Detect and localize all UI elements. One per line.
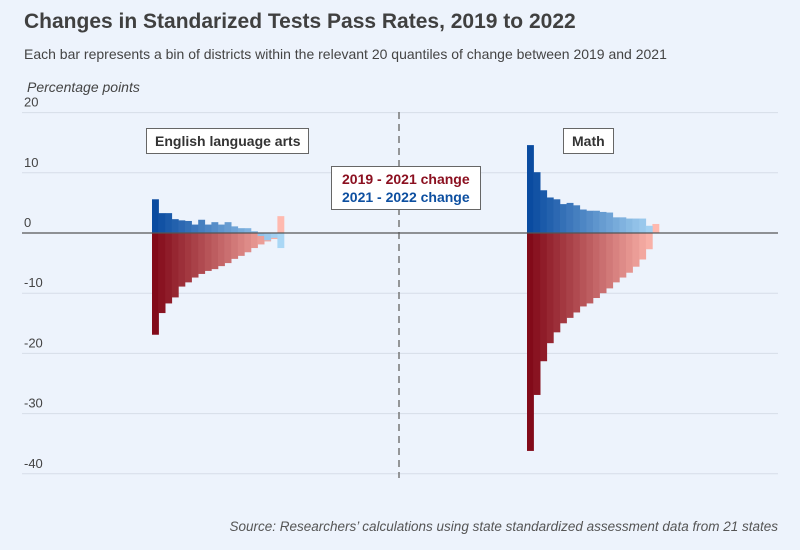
y-axis-label: Percentage points <box>27 79 140 95</box>
bar-math-2019-2021 <box>527 233 534 451</box>
bar-ela-2021-2022 <box>264 233 272 241</box>
bar-math-2019-2021 <box>612 233 620 283</box>
bar-ela-2021-2022 <box>204 224 212 233</box>
bar-ela-2021-2022 <box>237 228 245 233</box>
bar-math-2021-2022 <box>593 210 600 233</box>
bar-math-2021-2022 <box>599 211 607 233</box>
bar-math-2019-2021 <box>619 233 627 278</box>
bar-ela-2019-2021 <box>191 233 199 278</box>
bar-ela-2021-2022 <box>211 222 219 233</box>
panel-label-ela: English language arts <box>146 128 310 154</box>
bar-math-2019-2021 <box>593 233 600 299</box>
bar-ela-2021-2022 <box>244 228 252 233</box>
bar-math-2021-2022 <box>639 218 647 233</box>
bar-math-2021-2022 <box>573 205 581 233</box>
bar-math-2021-2022 <box>566 202 574 233</box>
bar-ela-2019-2021 <box>224 233 232 264</box>
bar-ela-2021-2022 <box>270 233 278 238</box>
y-tick-label: 10 <box>24 155 38 170</box>
bar-ela-2019-2021 <box>277 216 285 233</box>
bar-ela-2019-2021 <box>158 233 166 314</box>
bar-math-2019-2021 <box>566 233 574 318</box>
legend: 2019 - 2021 change 2021 - 2022 change <box>331 166 481 210</box>
bar-math-2019-2021 <box>579 233 587 307</box>
bar-ela-2019-2021 <box>198 233 206 274</box>
bar-ela-2021-2022 <box>257 233 265 237</box>
y-tick-label: -30 <box>24 396 43 411</box>
bar-math-2021-2022 <box>527 145 534 233</box>
bar-math-2021-2022 <box>586 210 594 233</box>
bar-ela-2019-2021 <box>171 233 179 298</box>
bar-math-2019-2021 <box>553 233 561 333</box>
bar-ela-2019-2021 <box>218 233 225 267</box>
bar-ela-2021-2022 <box>152 199 159 233</box>
legend-item-2021-2022: 2021 - 2022 change <box>342 189 470 205</box>
bar-math-2019-2021 <box>573 233 581 313</box>
bar-ela-2021-2022 <box>218 224 225 233</box>
chart-title: Changes in Standarized Tests Pass Rates,… <box>24 10 576 33</box>
bar-math-2019-2021 <box>586 233 594 304</box>
bar-ela-2021-2022 <box>185 220 192 233</box>
bar-math-2019-2021 <box>652 223 660 233</box>
bar-ela-2019-2021 <box>237 233 245 256</box>
bar-ela-2021-2022 <box>165 213 173 233</box>
bar-math-2021-2022 <box>632 218 640 233</box>
bar-ela-2019-2021 <box>178 233 186 287</box>
bar-math-2019-2021 <box>560 233 567 324</box>
bar-math-2019-2021 <box>632 233 640 267</box>
y-tick-label: 0 <box>24 215 31 230</box>
bar-ela-2021-2022 <box>191 224 199 233</box>
bar-math-2019-2021 <box>639 233 647 260</box>
bar-math-2019-2021 <box>540 233 548 362</box>
bar-ela-2019-2021 <box>257 233 265 245</box>
bar-math-2019-2021 <box>645 233 653 250</box>
bar-ela-2021-2022 <box>224 222 232 233</box>
bar-math-2019-2021 <box>546 233 554 344</box>
bar-math-2021-2022 <box>626 218 633 233</box>
bar-math-2021-2022 <box>606 212 614 233</box>
bar-math-2021-2022 <box>560 204 567 233</box>
bar-math-2021-2022 <box>619 217 627 233</box>
bar-ela-2019-2021 <box>251 233 258 249</box>
bar-ela-2021-2022 <box>171 219 179 233</box>
bar-ela-2019-2021 <box>244 233 252 253</box>
bar-ela-2019-2021 <box>211 233 219 270</box>
y-tick-label: 20 <box>24 95 38 110</box>
bar-math-2021-2022 <box>553 199 561 233</box>
bar-ela-2021-2022 <box>198 219 206 233</box>
bar-ela-2019-2021 <box>204 233 212 271</box>
bar-ela-2019-2021 <box>231 233 239 259</box>
bar-math-2021-2022 <box>612 217 620 233</box>
bar-math-2019-2021 <box>606 233 614 289</box>
y-tick-label: -40 <box>24 456 43 471</box>
bar-ela-2019-2021 <box>165 233 173 304</box>
bar-ela-2021-2022 <box>277 233 285 249</box>
bar-ela-2021-2022 <box>178 220 186 233</box>
bar-math-2019-2021 <box>626 233 633 273</box>
panel-label-math: Math <box>563 128 614 154</box>
bar-ela-2019-2021 <box>152 233 159 335</box>
bar-ela-2021-2022 <box>251 231 258 233</box>
y-tick-label: -20 <box>24 335 43 350</box>
legend-item-2019-2021: 2019 - 2021 change <box>342 171 470 187</box>
bar-ela-2019-2021 <box>185 233 192 283</box>
bar-math-2021-2022 <box>645 225 653 233</box>
bar-math-2019-2021 <box>533 233 541 395</box>
bar-math-2021-2022 <box>540 190 548 233</box>
bar-ela-2021-2022 <box>231 226 239 233</box>
y-tick-label: -10 <box>24 275 43 290</box>
source-note: Source: Researchers’ calculations using … <box>229 519 778 534</box>
bar-math-2021-2022 <box>533 172 541 233</box>
bar-math-2021-2022 <box>546 197 554 233</box>
bar-math-2021-2022 <box>579 209 587 233</box>
bar-ela-2021-2022 <box>158 213 166 233</box>
chart-subtitle: Each bar represents a bin of districts w… <box>24 46 667 62</box>
bar-math-2019-2021 <box>599 233 607 294</box>
